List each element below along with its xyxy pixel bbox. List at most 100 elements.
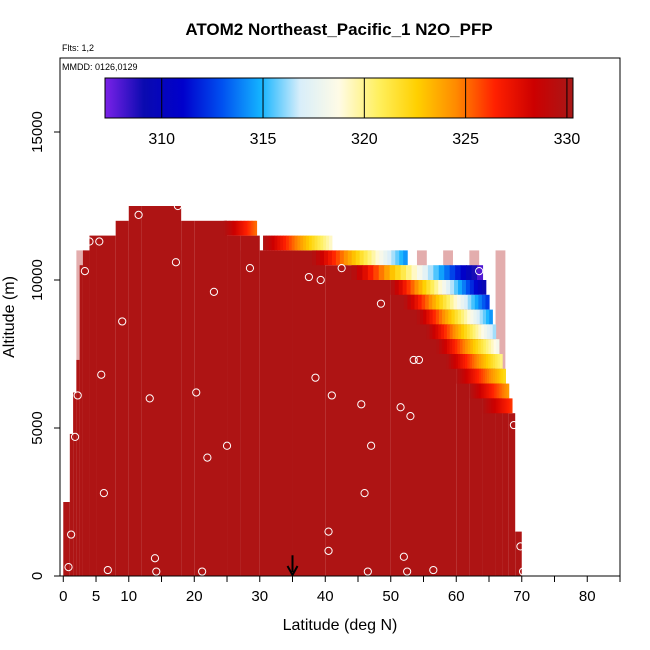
heatmap-cell	[472, 368, 476, 384]
heatmap-cell	[487, 398, 490, 414]
heatmap-cell	[483, 398, 486, 414]
sample-point	[403, 567, 412, 576]
heatmap-cell	[495, 368, 503, 576]
sample-point	[203, 453, 212, 462]
y-tick-label: 10000	[29, 259, 46, 301]
heatmap-cell	[470, 368, 474, 384]
heatmap-cell	[233, 220, 236, 236]
sample-point	[67, 530, 76, 539]
heatmap-cell	[474, 294, 479, 310]
y-tick-label: 15000	[29, 111, 46, 153]
heatmap-cell	[453, 294, 458, 310]
heatmap-cell	[442, 280, 447, 295]
heatmap-cell	[452, 324, 457, 340]
sample-point	[518, 567, 528, 576]
heatmap-cell	[464, 309, 468, 325]
sample-point	[367, 441, 376, 450]
heatmap-cell	[449, 294, 455, 310]
heatmap-cell	[495, 368, 498, 384]
heatmap-cell	[482, 368, 486, 384]
heatmap-cell	[493, 368, 496, 384]
heatmap-cell	[335, 250, 341, 266]
heatmap-cell	[474, 354, 478, 369]
sample-point	[324, 527, 333, 536]
heatmap-cell	[488, 354, 492, 369]
heatmap-cell	[82, 250, 90, 576]
heatmap-cell	[400, 265, 407, 280]
heatmap-cell	[395, 265, 402, 280]
heatmap-cell	[458, 280, 463, 295]
heatmap-cell	[420, 309, 424, 325]
heatmap-cell	[489, 398, 492, 414]
heatmap-cell	[460, 354, 464, 369]
sample-point	[516, 542, 525, 551]
heatmap-cell	[141, 206, 182, 576]
heatmap-cell	[469, 383, 472, 399]
heatmap-cell	[292, 250, 326, 576]
heatmap-cell	[441, 339, 445, 354]
heatmap-cell	[233, 250, 244, 576]
heatmap-cell	[446, 354, 450, 369]
sample-point	[376, 299, 386, 308]
heatmap-cell	[316, 250, 321, 266]
heatmap-cell	[493, 383, 497, 399]
sample-point	[73, 391, 82, 400]
heatmap-cell	[482, 383, 485, 399]
heatmap-cell	[457, 309, 462, 325]
heatmap-cell	[181, 250, 191, 576]
heatmap-cell	[491, 398, 493, 414]
heatmap-cell	[128, 250, 139, 576]
sample-point	[198, 567, 207, 576]
heatmap-cell	[229, 220, 232, 236]
heatmap-cell	[238, 220, 241, 236]
y-axis: 0 5000 10000 15000	[29, 111, 60, 580]
heatmap-cell	[373, 265, 380, 280]
x-axis-label: Latitude (deg N)	[283, 617, 398, 634]
heatmap-cell	[128, 206, 142, 576]
heatmap-cell	[470, 309, 475, 325]
heatmap-cell	[252, 220, 255, 236]
heatmap-cell	[460, 294, 465, 310]
sample-point	[311, 373, 320, 382]
heatmap-cell	[486, 324, 491, 340]
heatmap-cell	[485, 354, 489, 369]
heatmap-cell	[471, 354, 475, 369]
sample-point	[209, 287, 219, 296]
sample-point	[324, 546, 333, 555]
heatmap-cell	[407, 294, 412, 310]
heatmap-cell	[288, 235, 293, 251]
heatmap-cell	[426, 309, 431, 325]
heatmap-cell	[467, 354, 471, 369]
heatmap-cell	[483, 354, 487, 369]
heatmap-cell	[436, 339, 440, 354]
heatmap-cell	[428, 294, 433, 310]
heatmap-cell	[351, 265, 358, 280]
x-tick-label: 30	[251, 588, 268, 605]
sample-point	[97, 370, 106, 379]
heatmap-cell	[497, 398, 500, 414]
heatmap-cell	[499, 354, 503, 369]
heatmap-cell	[484, 324, 488, 340]
heatmap-cell	[505, 383, 508, 399]
heatmap-cell	[367, 265, 374, 280]
heatmap-cell	[484, 398, 487, 414]
heatmap-cell	[327, 250, 333, 266]
x-tick-label: 5	[92, 588, 100, 605]
heatmap-cell	[320, 235, 324, 251]
heatmap-cell	[494, 398, 497, 414]
sample-point	[171, 258, 181, 267]
heatmap-cell	[446, 324, 451, 340]
heatmap-cell	[480, 383, 484, 399]
heatmap-cell	[469, 324, 474, 340]
heatmap-cell	[507, 383, 510, 399]
heatmap-cell	[495, 398, 498, 414]
heatmap-cell	[241, 220, 244, 236]
heatmap-cell	[472, 324, 477, 340]
latitude-marker	[286, 555, 299, 578]
heatmap-cell	[482, 398, 485, 414]
heatmap-cell	[231, 220, 234, 236]
heatmap-cell	[102, 250, 113, 576]
heatmap-cell	[285, 250, 296, 576]
heatmap-cell	[443, 250, 453, 576]
heatmap-cell	[458, 354, 461, 369]
